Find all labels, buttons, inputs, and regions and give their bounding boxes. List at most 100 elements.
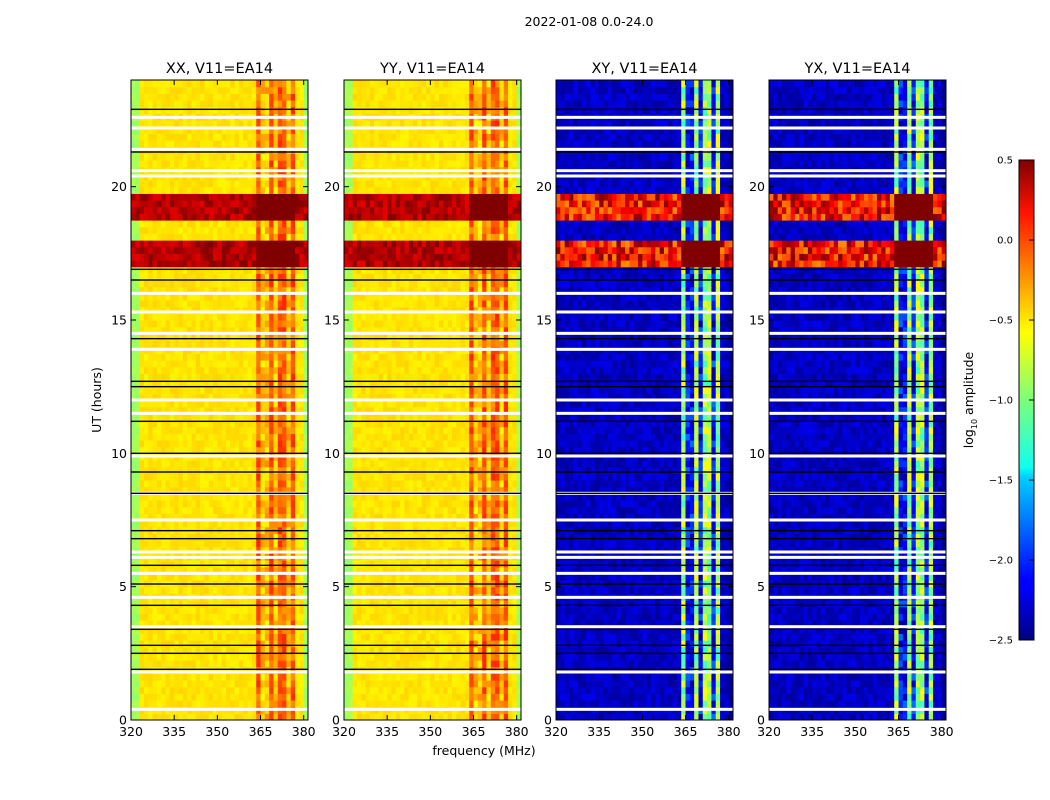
heatmap-cell: [348, 613, 354, 621]
heatmap-cell: [238, 340, 244, 348]
heatmap-cell: [165, 620, 171, 628]
heatmap-cell: [490, 700, 496, 708]
heatmap-cell: [495, 633, 501, 641]
heatmap-cell: [174, 686, 180, 694]
heatmap-cell: [165, 653, 171, 661]
heatmap-cell: [135, 386, 141, 394]
heatmap-cell: [230, 413, 236, 421]
heatmap-cell: [221, 120, 227, 128]
heatmap-cell: [260, 300, 266, 308]
heatmap-cell: [169, 153, 175, 161]
heatmap-cell: [221, 500, 227, 508]
heatmap-cell: [135, 360, 141, 368]
heatmap-cell: [139, 586, 145, 594]
heatmap-cell: [243, 540, 249, 548]
heatmap-cell: [174, 313, 180, 321]
heatmap-cell: [213, 586, 218, 594]
heatmap-cell: [139, 413, 145, 421]
heatmap-cell: [161, 680, 167, 688]
heatmap-cell: [443, 660, 449, 668]
heatmap-cell: [187, 646, 193, 654]
heatmap-cell: [299, 326, 305, 334]
heatmap-cell: [438, 633, 444, 641]
heatmap-cell: [303, 206, 308, 214]
heatmap-cell: [191, 633, 197, 641]
heatmap-cell: [260, 80, 266, 88]
heatmap-cell: [217, 133, 223, 141]
heatmap-cell: [230, 120, 236, 128]
heatmap-cell: [499, 693, 505, 701]
heatmap-cell: [230, 666, 236, 674]
heatmap-cell: [434, 693, 440, 701]
heatmap-cell: [295, 366, 300, 374]
heatmap-cell: [131, 446, 136, 454]
heatmap-cell: [139, 493, 145, 501]
heatmap-cell: [260, 493, 266, 501]
heatmap-cell: [477, 686, 483, 694]
flagged-row-black: [131, 268, 308, 271]
heatmap-cell: [243, 80, 249, 88]
heatmap-cell: [213, 680, 218, 688]
heatmap-cell: [303, 693, 308, 701]
heatmap-cell: [161, 546, 167, 554]
heatmap-cell: [277, 606, 283, 614]
heatmap-cell: [273, 293, 279, 301]
heatmap-cell: [225, 373, 231, 381]
heatmap-cell: [161, 713, 167, 720]
heatmap-cell: [131, 466, 136, 474]
heatmap-cell: [256, 653, 262, 661]
heatmap-cell: [135, 573, 141, 581]
heatmap-cell: [299, 253, 305, 261]
heatmap-cell: [195, 266, 201, 274]
heatmap-cell: [286, 713, 292, 720]
heatmap-cell: [247, 140, 253, 148]
heatmap-cell: [264, 233, 270, 241]
heatmap-cell: [161, 153, 167, 161]
heatmap-cell: [182, 280, 188, 288]
heatmap-cell: [156, 540, 162, 548]
heatmap-cell: [256, 613, 262, 621]
heatmap-cell: [204, 686, 210, 694]
heatmap-cell: [264, 186, 270, 194]
heatmap-cell: [238, 360, 244, 368]
heatmap-cell: [269, 326, 275, 334]
heatmap-cell: [217, 620, 223, 628]
heatmap-cell: [299, 420, 305, 428]
heatmap-cell: [200, 700, 205, 708]
heatmap-cell: [143, 513, 149, 521]
heatmap-cell: [269, 393, 275, 401]
heatmap-cell: [204, 240, 210, 248]
heatmap-cell: [256, 440, 262, 448]
heatmap-cell: [421, 566, 427, 574]
heatmap-cell: [234, 540, 240, 548]
heatmap-cell: [217, 333, 223, 341]
heatmap-cell: [247, 386, 253, 394]
heatmap-cell: [191, 213, 197, 221]
heatmap-cell: [135, 413, 141, 421]
heatmap-cell: [264, 673, 270, 681]
heatmap-cell: [135, 220, 141, 228]
heatmap-cell: [247, 560, 253, 568]
heatmap-cell: [161, 273, 167, 281]
heatmap-cell: [217, 306, 223, 314]
heatmap-cell: [508, 620, 513, 628]
heatmap-cell: [195, 280, 201, 288]
heatmap-cell: [269, 640, 275, 648]
heatmap-cell: [143, 226, 149, 234]
heatmap-cell: [391, 626, 397, 634]
heatmap-cell: [182, 246, 188, 254]
heatmap-cell: [131, 93, 136, 101]
heatmap-cell: [139, 93, 145, 101]
heatmap-cell: [260, 86, 266, 94]
heatmap-cell: [161, 80, 167, 88]
heatmap-cell: [204, 86, 210, 94]
heatmap-cell: [225, 433, 231, 441]
heatmap-cell: [356, 560, 362, 568]
heatmap-cell: [230, 373, 236, 381]
heatmap-cell: [187, 466, 193, 474]
heatmap-cell: [161, 126, 167, 134]
heatmap-cell: [365, 620, 371, 628]
heatmap-cell: [191, 320, 197, 328]
heatmap-cell: [378, 640, 384, 648]
heatmap-cell: [299, 293, 305, 301]
